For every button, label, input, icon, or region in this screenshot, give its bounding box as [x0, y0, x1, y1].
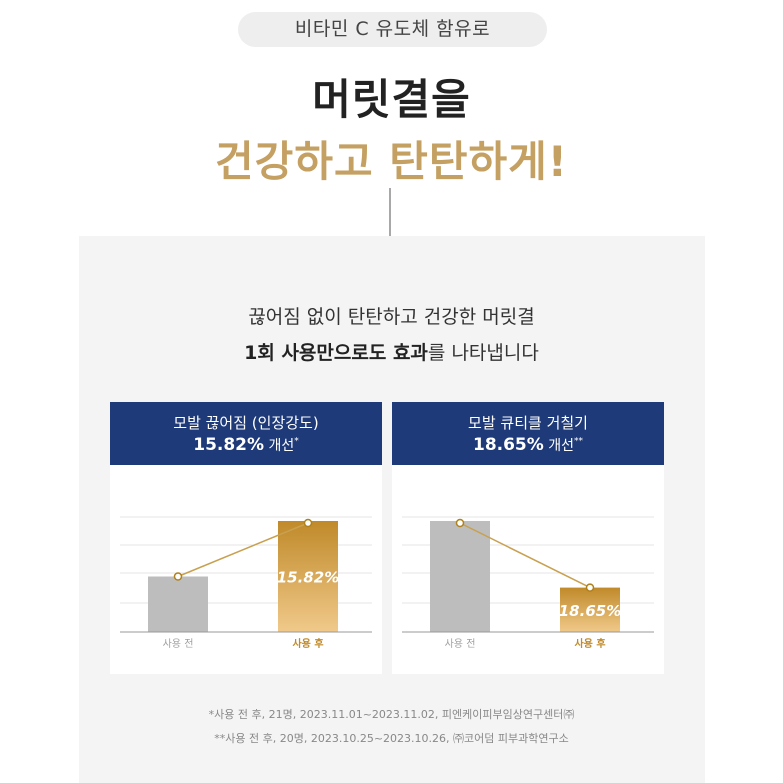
chart-title: 모발 끊어짐 (인장강도): [173, 414, 319, 432]
data-point: [585, 583, 595, 592]
x-tick-label: 사용 전: [163, 638, 194, 650]
chart-cuticle: 사용 전 사용 후 18.65%: [402, 516, 654, 650]
chart-headline-suffix: 개선: [543, 438, 575, 454]
chart-headline-value: 18.65%: [472, 435, 544, 455]
chart-headline-value: 15.82%: [193, 435, 265, 455]
x-tick-label: 사용 전: [445, 638, 476, 650]
footnote-1: *사용 전 후, 21명, 2023.11.01~2023.11.02, 피엔케…: [208, 708, 575, 721]
chart-card-tensile: 모발 끊어짐 (인장강도) 15.82% 개선* 사용 전 사용 후 15.82%: [110, 402, 382, 674]
intro-line-1: 끊어짐 없이 탄탄하고 건강한 머릿결: [248, 306, 535, 328]
chart-card-header: 모발 끊어짐 (인장강도) 15.82% 개선*: [110, 402, 382, 465]
vertical-divider: [389, 188, 391, 278]
intro-line-2-rest: 를 나타냅니다: [427, 342, 539, 364]
trend-line: [177, 522, 309, 578]
chart-headline-mark: **: [574, 436, 584, 447]
chart-headline-suffix: 개선: [264, 438, 295, 454]
data-point: [303, 518, 313, 528]
chart-headline: 15.82% 개선*: [110, 435, 382, 455]
chart-tensile: 사용 전 사용 후 15.82%: [120, 516, 372, 650]
data-point: [173, 572, 183, 581]
bar-before: [430, 521, 490, 632]
chart-card-cuticle: 모발 큐티클 거칠기 18.65% 개선** 사용 전 사용 후 18.65%: [392, 402, 664, 674]
trend-line: [459, 522, 591, 589]
intro-line-2-bold: 1회 사용만으로도 효과: [244, 342, 428, 364]
bar-value-label: 15.82%: [277, 569, 339, 587]
footnote-2: **사용 전 후, 20명, 2023.10.25~2023.10.26, ㈜코…: [214, 732, 569, 745]
bar-before: [148, 576, 208, 632]
chart-headline-mark: *: [294, 436, 299, 447]
x-tick-label: 사용 후: [292, 637, 323, 650]
headline-line-1: 머릿결을: [312, 75, 471, 124]
bar-after: [278, 521, 338, 632]
chart-card-header: 모발 큐티클 거칠기 18.65% 개선**: [392, 402, 664, 465]
subtitle-pill: 비타민 C 유도체 함유로: [238, 12, 547, 47]
headline-line-2: 건강하고 탄탄하게!: [215, 137, 568, 186]
chart-title: 모발 큐티클 거칠기: [468, 414, 588, 432]
chart-headline: 18.65% 개선**: [392, 435, 664, 455]
x-tick-label: 사용 후: [574, 637, 605, 650]
bar-value-label: 18.65%: [559, 602, 621, 620]
data-point: [455, 518, 465, 528]
intro-line-2: 1회 사용만으로도 효과를 나타냅니다: [0, 338, 783, 365]
bar-after: [560, 587, 620, 632]
